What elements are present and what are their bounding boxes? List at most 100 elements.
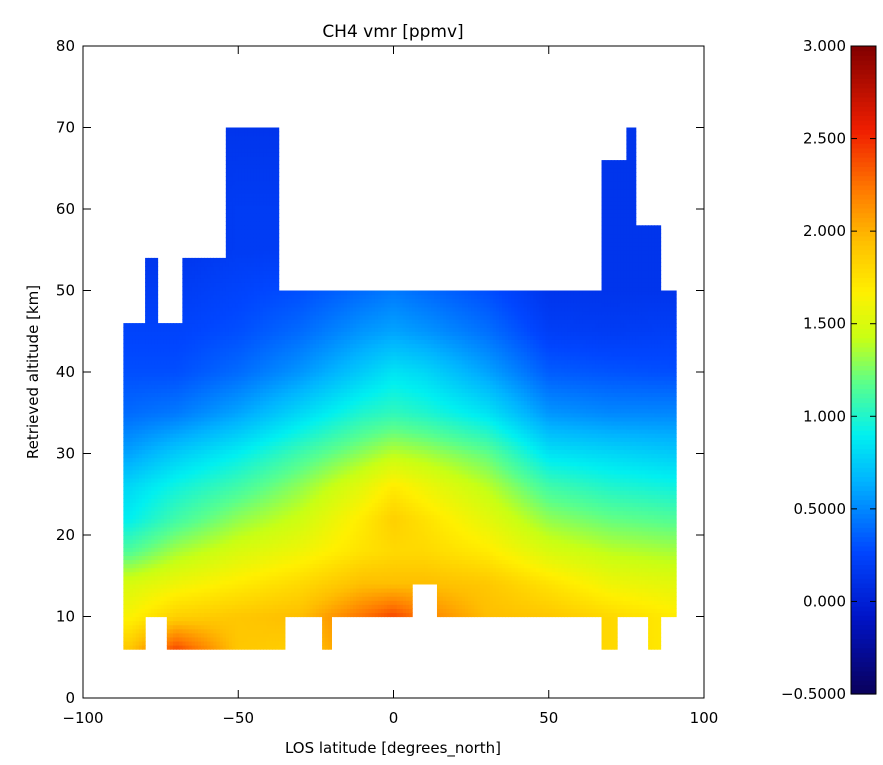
heatmap-cell <box>219 323 224 328</box>
heatmap-cell <box>207 331 211 336</box>
heatmap-cell <box>173 567 177 573</box>
heatmap-cell <box>210 587 215 593</box>
heatmap-cell <box>182 461 187 467</box>
heatmap-cell <box>166 547 171 552</box>
heatmap-cell <box>173 628 177 634</box>
heatmap-cell <box>207 437 211 442</box>
heatmap-cell <box>197 616 202 622</box>
heatmap-cell <box>148 526 152 532</box>
heatmap-cell <box>216 518 221 524</box>
heatmap-cell <box>145 514 149 520</box>
heatmap-cell <box>222 433 227 438</box>
heatmap-cell <box>200 506 205 512</box>
heatmap-cell <box>210 510 215 516</box>
heatmap-cell <box>222 278 227 283</box>
heatmap-cell <box>194 571 199 577</box>
heatmap-cell <box>166 396 171 402</box>
heatmap-cell <box>210 261 215 267</box>
heatmap-cell <box>200 636 205 642</box>
heatmap-cell <box>145 266 149 271</box>
heatmap-cell <box>188 632 193 638</box>
heatmap-cell <box>135 547 140 552</box>
heatmap-cell <box>176 567 180 573</box>
heatmap-cell <box>142 404 146 410</box>
heatmap-cell <box>138 608 143 614</box>
heatmap-cell <box>179 445 183 451</box>
heatmap-cell <box>135 490 140 495</box>
heatmap-cell <box>185 449 190 455</box>
heatmap-cell <box>216 380 221 385</box>
heatmap-cell <box>145 490 149 495</box>
heatmap-cell <box>219 530 224 536</box>
heatmap-cell <box>157 563 162 569</box>
heatmap-cell <box>200 571 205 577</box>
heatmap-cell <box>182 310 187 316</box>
heatmap-cell <box>142 551 146 556</box>
heatmap-cell <box>163 469 168 475</box>
heatmap-cell <box>142 376 146 381</box>
heatmap-cell <box>169 530 174 536</box>
heatmap-cell <box>126 583 131 589</box>
heatmap-cell <box>129 563 134 569</box>
heatmap-cell <box>188 257 193 263</box>
heatmap-cell <box>216 449 221 455</box>
heatmap-cell <box>148 392 152 398</box>
heatmap-cell <box>142 424 146 430</box>
heatmap-cell <box>151 449 156 455</box>
heatmap-cell <box>207 290 211 296</box>
heatmap-cell <box>163 323 168 328</box>
heatmap-cell <box>185 274 190 279</box>
heatmap-cell <box>210 396 215 402</box>
heatmap-cell <box>138 600 143 605</box>
heatmap-cell <box>163 453 168 459</box>
heatmap-cell <box>126 616 131 622</box>
heatmap-cell <box>138 555 143 561</box>
heatmap-cell <box>185 535 190 540</box>
heatmap-cell <box>169 482 174 487</box>
heatmap-cell <box>151 261 156 267</box>
heatmap-cell <box>126 620 131 626</box>
heatmap-cell <box>148 567 152 573</box>
heatmap-cell <box>194 624 199 630</box>
heatmap-cell <box>182 384 187 389</box>
heatmap-cell <box>138 563 143 569</box>
heatmap-cell <box>176 416 180 422</box>
heatmap-cell <box>132 608 137 614</box>
heatmap-cell <box>210 526 215 532</box>
heatmap-cell <box>163 392 168 398</box>
heatmap-cell <box>219 477 224 483</box>
heatmap-cell <box>207 559 211 565</box>
heatmap-cell <box>197 587 202 593</box>
heatmap-cell <box>151 490 156 495</box>
heatmap-cell <box>126 355 131 361</box>
heatmap-cell <box>154 596 159 601</box>
heatmap-cell <box>176 441 180 446</box>
heatmap-cell <box>148 412 152 418</box>
heatmap-cell <box>163 535 168 540</box>
heatmap-cell <box>188 343 193 349</box>
heatmap-cell <box>126 592 131 597</box>
heatmap-cell <box>200 502 205 508</box>
heatmap-cell <box>151 469 156 475</box>
heatmap-cell <box>123 526 128 532</box>
heatmap-cell <box>169 416 174 422</box>
heatmap-cell <box>145 539 149 544</box>
heatmap-cell <box>126 636 131 642</box>
heatmap-cell <box>179 510 183 516</box>
heatmap-cell <box>145 388 149 393</box>
heatmap-cell <box>222 396 227 402</box>
heatmap-cell <box>194 490 199 495</box>
heatmap-cell <box>197 494 202 499</box>
heatmap-cell <box>176 498 180 503</box>
heatmap-cell <box>135 486 140 491</box>
heatmap-cell <box>194 632 199 638</box>
heatmap-cell <box>207 363 211 369</box>
heatmap-cell <box>135 632 140 638</box>
heatmap-cell <box>182 502 187 508</box>
heatmap-cell <box>210 616 215 622</box>
heatmap-cell <box>176 559 180 565</box>
heatmap-cell <box>154 347 159 353</box>
heatmap-cell <box>182 335 187 340</box>
heatmap-cell <box>204 632 208 638</box>
heatmap-cell <box>210 278 215 283</box>
